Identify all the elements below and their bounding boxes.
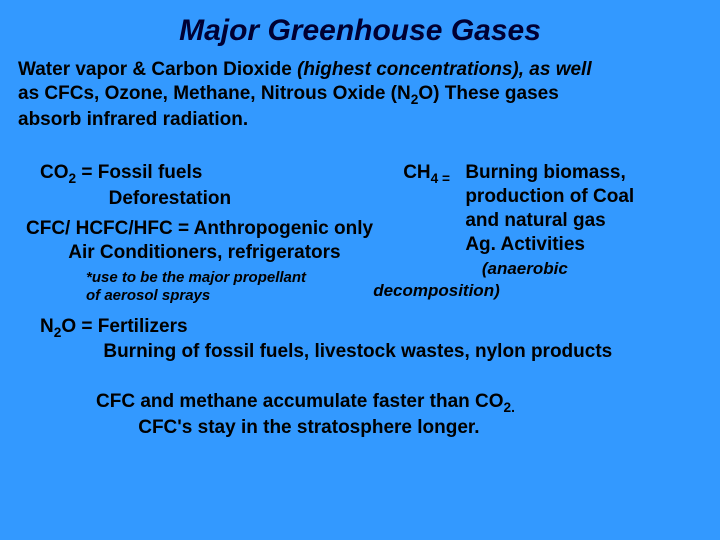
footer-block: CFC and methane accumulate faster than C…: [0, 364, 720, 440]
anaer-line2: decomposition): [373, 281, 500, 300]
ch4-label: CH4 =: [403, 161, 450, 187]
footer-line2: CFC's stay in the stratosphere longer.: [138, 417, 479, 438]
co2-eq: =: [76, 162, 98, 183]
intro-paragraph: Water vapor & Carbon Dioxide (highest co…: [0, 58, 720, 131]
right-column: CH4 = Burning biomass, production of Coa…: [403, 161, 720, 304]
co2-src2: Deforestation: [109, 188, 231, 209]
ch4-src4: Ag. Activities: [465, 234, 585, 255]
co2-sub: 2: [69, 171, 77, 186]
note-line2: of aerosol sprays: [86, 287, 210, 304]
intro-line3: absorb infrared radiation.: [18, 109, 248, 130]
co2-block: CO2 = Fossil fuels Deforestation: [40, 161, 403, 211]
intro-line1a: Water vapor & Carbon Dioxide: [18, 59, 297, 80]
n2o-block: N2O = Fertilizers Burning of fossil fuel…: [0, 305, 720, 365]
cfc-block: CFC/ HCFC/HFC = Anthropogenic only Air C…: [26, 217, 403, 265]
ch4-block: CH4 = Burning biomass, production of Coa…: [403, 161, 702, 301]
ch4-sources: Burning biomass, production of Coal and …: [465, 161, 675, 256]
anaer-line1: (anaerobic: [482, 259, 568, 278]
cfc-src2: Air Conditioners, refrigerators: [68, 242, 340, 263]
n2o-src1: Fertilizers: [98, 316, 188, 337]
intro-line2b: O) These gases: [418, 83, 558, 104]
ch4-sub: 4 =: [431, 171, 450, 186]
ch4-src2: production of Coal: [465, 186, 634, 207]
aerosol-note: *use to be the major propellant of aeros…: [86, 269, 403, 305]
n2o-src2: Burning of fossil fuels, livestock waste…: [103, 341, 612, 362]
anaerobic-note: (anaerobic decomposition): [373, 258, 702, 301]
ch4-pre: CH: [403, 162, 430, 183]
slide-title: Major Greenhouse Gases: [0, 0, 720, 58]
ch4-src3: and natural gas: [465, 210, 605, 231]
intro-line1b: (highest concentrations), as well: [297, 59, 592, 80]
n2o-post: O =: [61, 316, 97, 337]
n2o-pre: N: [40, 316, 54, 337]
intro-line2a: as CFCs, Ozone, Methane, Nitrous Oxide (…: [18, 83, 411, 104]
co2-pre: CO: [40, 162, 69, 183]
footer-line1a: CFC and methane accumulate faster than C…: [96, 391, 504, 412]
cfc-label: CFC/ HCFC/HFC =: [26, 218, 194, 239]
co2-src1: Fossil fuels: [98, 162, 203, 183]
left-column: CO2 = Fossil fuels Deforestation CFC/ HC…: [0, 161, 403, 304]
note-line1: *use to be the major propellant: [86, 269, 306, 286]
footer-co2-sub: 2.: [504, 400, 515, 415]
cfc-src1: Anthropogenic only: [194, 218, 373, 239]
columns: CO2 = Fossil fuels Deforestation CFC/ HC…: [0, 131, 720, 304]
ch4-src1: Burning biomass,: [465, 162, 625, 183]
